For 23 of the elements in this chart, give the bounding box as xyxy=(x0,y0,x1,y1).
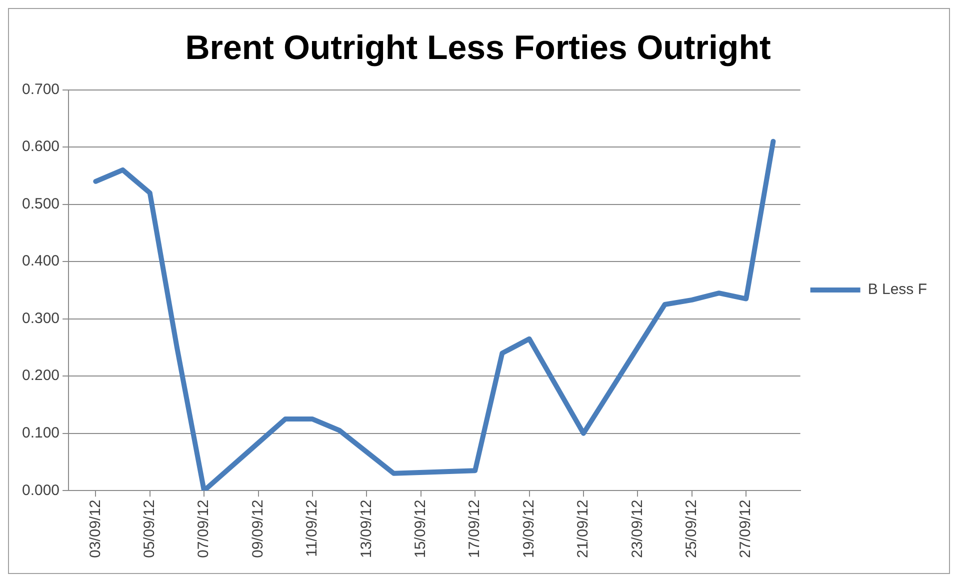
x-tick-label: 25/09/12 xyxy=(683,500,700,558)
y-tick-label: 0.600 xyxy=(22,138,60,156)
x-tick-label: 05/09/12 xyxy=(140,500,158,558)
y-tick-label: 0.300 xyxy=(22,310,60,327)
y-tick-label: 0.100 xyxy=(22,424,60,442)
x-tick-label: 23/09/12 xyxy=(628,500,646,558)
y-tick-label: 0.400 xyxy=(22,252,60,270)
x-tick-label: 21/09/12 xyxy=(574,500,592,558)
x-tick-label: 19/09/12 xyxy=(520,500,538,558)
x-tick-label: 03/09/12 xyxy=(86,500,104,558)
legend-label: B Less F xyxy=(868,281,927,298)
y-tick-label: 0.200 xyxy=(22,367,60,384)
y-tick-label: 0.500 xyxy=(22,195,60,212)
x-tick-label: 07/09/12 xyxy=(195,500,212,558)
x-tick-label: 15/09/12 xyxy=(412,500,430,558)
x-tick-label: 09/09/12 xyxy=(249,500,266,558)
chart-title: Brent Outright Less Forties Outright xyxy=(185,28,771,67)
x-tick-label: 11/09/12 xyxy=(304,500,321,557)
y-tick-label: 0.700 xyxy=(22,80,60,98)
x-tick-label: 27/09/12 xyxy=(737,500,754,558)
x-tick-label: 13/09/12 xyxy=(358,500,375,558)
x-tick-label: 17/09/12 xyxy=(466,500,484,558)
y-tick-label: 0.000 xyxy=(22,482,60,499)
